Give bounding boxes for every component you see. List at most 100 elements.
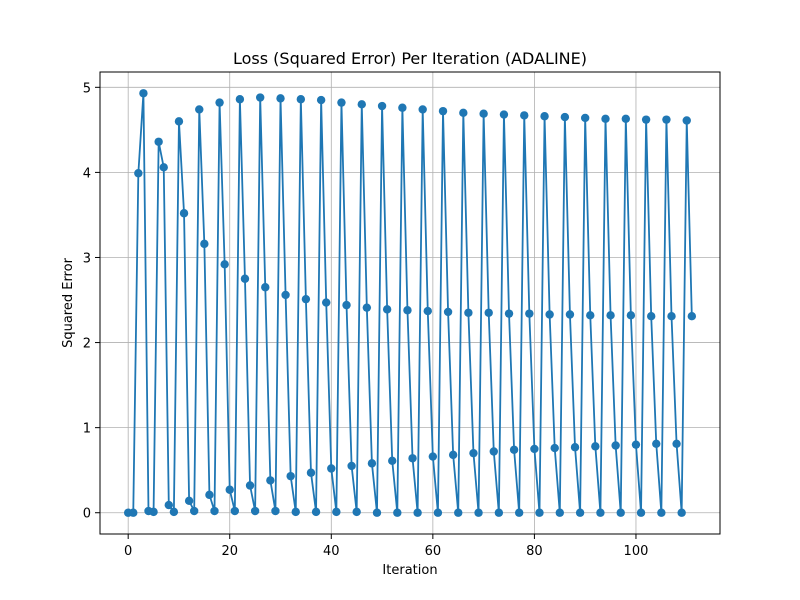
data-point — [545, 310, 553, 318]
data-point — [327, 464, 335, 472]
x-tick-label: 20 — [221, 544, 238, 559]
data-point — [210, 507, 218, 515]
chart-title: Loss (Squared Error) Per Iteration (ADAL… — [233, 49, 587, 68]
data-point — [429, 452, 437, 460]
data-point — [307, 469, 315, 477]
data-point — [652, 440, 660, 448]
data-point — [215, 98, 223, 106]
data-point — [322, 298, 330, 306]
data-point — [586, 311, 594, 319]
data-point — [332, 508, 340, 516]
data-point — [231, 507, 239, 515]
data-point — [292, 508, 300, 516]
data-point — [398, 104, 406, 112]
y-axis-label: Squared Error — [61, 257, 76, 347]
data-point — [535, 509, 543, 517]
data-point — [434, 509, 442, 517]
y-tick-label: 2 — [83, 337, 91, 352]
data-point — [571, 443, 579, 451]
data-point — [347, 462, 355, 470]
data-point — [286, 472, 294, 480]
data-point — [383, 305, 391, 313]
data-point — [139, 89, 147, 97]
data-point — [175, 117, 183, 125]
data-point — [479, 109, 487, 117]
data-point — [439, 107, 447, 115]
x-tick-label: 60 — [425, 544, 442, 559]
data-point — [606, 311, 614, 319]
data-point — [530, 445, 538, 453]
data-point — [540, 112, 548, 120]
data-point — [180, 209, 188, 217]
data-point — [297, 95, 305, 103]
data-point — [510, 446, 518, 454]
y-tick-label: 5 — [83, 81, 91, 96]
y-tick-label: 0 — [83, 507, 91, 522]
data-point — [154, 138, 162, 146]
data-point — [667, 312, 675, 320]
data-point — [317, 96, 325, 104]
data-point — [205, 491, 213, 499]
data-point — [601, 115, 609, 123]
data-point — [388, 457, 396, 465]
data-point — [134, 169, 142, 177]
data-point — [363, 303, 371, 311]
x-axis-label: Iteration — [382, 563, 437, 578]
data-point — [632, 440, 640, 448]
data-point — [520, 111, 528, 119]
data-point — [251, 507, 259, 515]
data-point — [408, 454, 416, 462]
data-point — [281, 291, 289, 299]
data-point — [378, 102, 386, 110]
data-point — [490, 447, 498, 455]
data-point — [368, 459, 376, 467]
data-point — [677, 509, 685, 517]
data-point — [236, 95, 244, 103]
data-point — [312, 508, 320, 516]
data-point — [551, 444, 559, 452]
data-point — [195, 105, 203, 113]
data-point — [200, 240, 208, 248]
data-point — [261, 283, 269, 291]
data-point — [515, 509, 523, 517]
data-point — [642, 115, 650, 123]
data-point — [627, 311, 635, 319]
y-tick-label: 4 — [83, 166, 91, 181]
data-point — [495, 509, 503, 517]
data-point — [256, 93, 264, 101]
data-point — [190, 507, 198, 515]
data-point — [444, 308, 452, 316]
data-point — [647, 312, 655, 320]
data-point — [271, 507, 279, 515]
y-tick-label: 3 — [83, 251, 91, 266]
data-point — [403, 306, 411, 314]
data-point — [525, 309, 533, 317]
data-point — [459, 109, 467, 117]
data-point — [149, 508, 157, 516]
data-point — [662, 115, 670, 123]
data-point — [683, 116, 691, 124]
data-point — [657, 509, 665, 517]
data-point — [185, 497, 193, 505]
data-point — [418, 105, 426, 113]
data-point — [566, 310, 574, 318]
data-point — [688, 312, 696, 320]
data-point — [424, 307, 432, 315]
x-tick-label: 100 — [624, 544, 649, 559]
data-point — [246, 481, 254, 489]
data-point — [165, 501, 173, 509]
x-tick-label: 0 — [124, 544, 132, 559]
data-point — [464, 309, 472, 317]
data-point — [393, 509, 401, 517]
data-point — [337, 98, 345, 106]
data-point — [581, 114, 589, 122]
data-point — [596, 509, 604, 517]
data-point — [129, 509, 137, 517]
y-tick-label: 1 — [83, 422, 91, 437]
data-point — [352, 508, 360, 516]
x-tick-label: 80 — [526, 544, 543, 559]
data-point — [672, 440, 680, 448]
data-point — [637, 509, 645, 517]
data-point — [500, 110, 508, 118]
